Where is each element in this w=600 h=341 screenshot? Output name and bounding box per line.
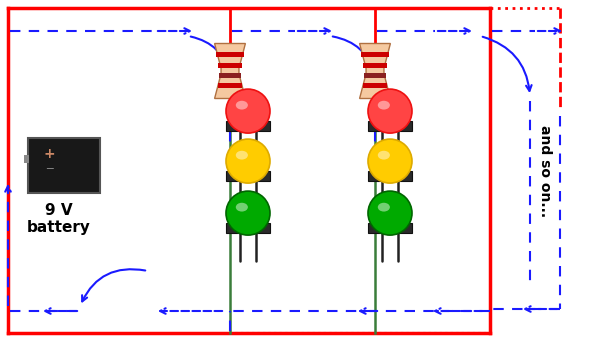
Bar — [368, 171, 412, 181]
Polygon shape — [215, 44, 245, 99]
Ellipse shape — [378, 101, 390, 109]
Text: +: + — [44, 148, 55, 162]
Bar — [24, 154, 29, 163]
Ellipse shape — [236, 203, 248, 211]
Text: 9 V
battery: 9 V battery — [27, 203, 91, 235]
Polygon shape — [363, 83, 387, 88]
Ellipse shape — [236, 101, 248, 109]
Bar — [226, 121, 270, 131]
Circle shape — [368, 89, 412, 133]
Polygon shape — [218, 63, 242, 68]
Ellipse shape — [236, 151, 248, 160]
Circle shape — [368, 191, 412, 235]
Bar — [226, 171, 270, 181]
Ellipse shape — [378, 151, 390, 160]
Ellipse shape — [378, 203, 390, 211]
Polygon shape — [220, 73, 241, 78]
Polygon shape — [361, 52, 389, 57]
Circle shape — [226, 191, 270, 235]
Polygon shape — [359, 44, 391, 99]
Bar — [368, 223, 412, 233]
Text: and so on...: and so on... — [538, 125, 552, 217]
Circle shape — [368, 139, 412, 183]
Polygon shape — [218, 83, 242, 88]
Polygon shape — [216, 52, 244, 57]
Bar — [368, 121, 412, 131]
Polygon shape — [362, 63, 388, 68]
Circle shape — [226, 139, 270, 183]
Text: ─: ─ — [46, 163, 53, 173]
Circle shape — [226, 89, 270, 133]
Bar — [28, 138, 100, 193]
Polygon shape — [364, 73, 386, 78]
Bar — [226, 223, 270, 233]
